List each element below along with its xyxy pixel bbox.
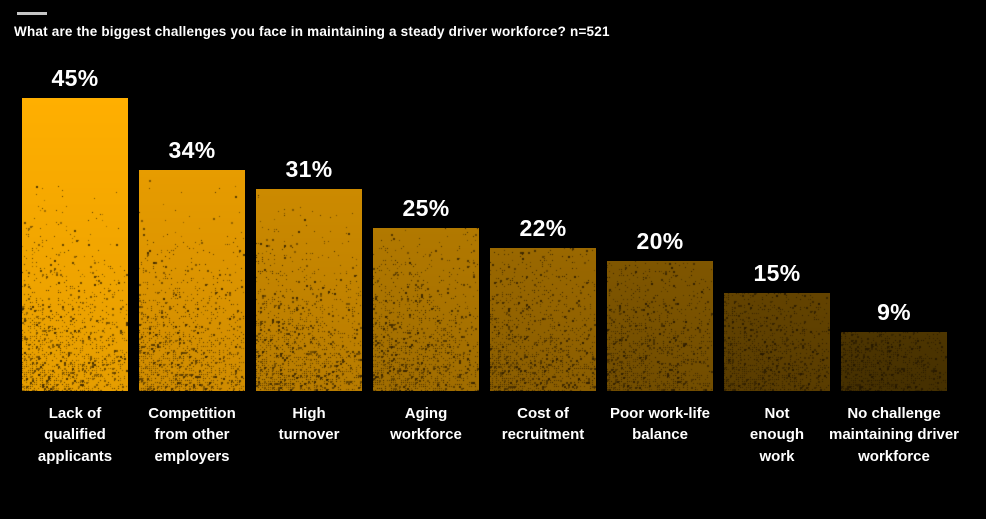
bar-value-label: 34%	[169, 139, 216, 162]
bar	[490, 248, 596, 391]
bar-column: 9%	[841, 301, 947, 391]
bar-column: 15%	[724, 262, 830, 391]
bar-column: 45%	[22, 67, 128, 391]
bar-column: 31%	[256, 158, 362, 391]
bar	[373, 228, 479, 391]
bar-chart: 45% 34% 31% 25% 22% 20% 15% 9%	[22, 0, 947, 391]
bar-value-label: 25%	[403, 197, 450, 220]
bar-column: 22%	[490, 217, 596, 391]
bar	[724, 293, 830, 391]
bar-column: 25%	[373, 197, 479, 391]
bar-value-label: 15%	[754, 262, 801, 285]
bar-value-label: 22%	[520, 217, 567, 240]
bar	[256, 189, 362, 391]
bar-value-label: 31%	[286, 158, 333, 181]
chart-canvas: What are the biggest challenges you face…	[0, 0, 986, 519]
bar	[607, 261, 713, 391]
bar-value-label: 45%	[52, 67, 99, 90]
bar	[22, 98, 128, 391]
bar	[841, 332, 947, 391]
bar-value-label: 20%	[637, 230, 684, 253]
bar-value-label: 9%	[877, 301, 911, 324]
bar-column: 20%	[607, 230, 713, 391]
bar-category-label: No challenge maintaining driver workforc…	[816, 403, 972, 467]
bar	[139, 170, 245, 391]
bar-column: 34%	[139, 139, 245, 391]
